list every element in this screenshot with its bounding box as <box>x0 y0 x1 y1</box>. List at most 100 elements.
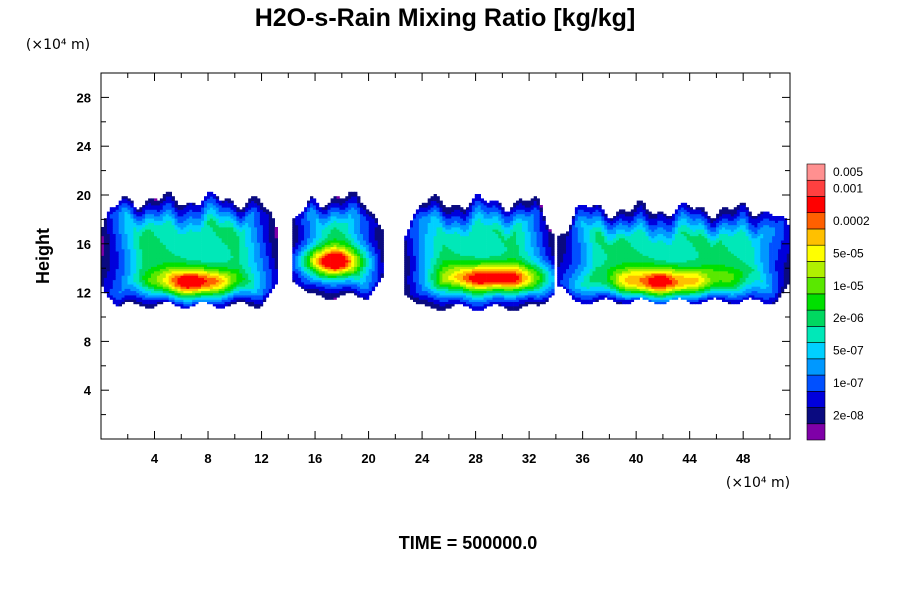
field-cell <box>271 248 275 252</box>
field-cell <box>351 227 355 230</box>
field-cell <box>365 248 370 252</box>
field-cell <box>139 227 143 230</box>
field-cell <box>363 244 367 248</box>
field-cell <box>148 220 152 223</box>
field-cell <box>236 244 240 248</box>
field-cell <box>106 268 111 272</box>
field-cell <box>212 237 217 241</box>
field-cell <box>442 295 446 298</box>
field-cell <box>330 227 334 230</box>
field-cell <box>421 229 426 232</box>
field-cell <box>442 235 446 239</box>
field-cell <box>257 213 261 217</box>
field-cell <box>351 284 355 287</box>
field-cell <box>348 205 352 208</box>
field-cell <box>248 198 252 201</box>
field-cell <box>130 297 134 300</box>
field-cell <box>201 286 205 289</box>
field-cell <box>115 266 119 270</box>
field-cell <box>312 205 317 208</box>
field-cell <box>436 295 440 298</box>
field-cell <box>198 240 202 243</box>
field-cell <box>427 275 431 278</box>
field-cell <box>133 288 137 292</box>
field-cell <box>327 229 331 232</box>
field-cell <box>151 248 155 252</box>
field-cell <box>380 244 384 248</box>
field-cell <box>292 240 296 243</box>
field-cell <box>354 246 358 250</box>
field-cell <box>156 207 161 210</box>
field-cell <box>154 218 158 221</box>
field-cell <box>330 220 334 223</box>
field-cell <box>118 288 122 292</box>
field-cell <box>168 270 172 274</box>
field-cell <box>330 240 334 243</box>
field-cell <box>101 240 105 243</box>
field-cell <box>304 257 308 261</box>
field-cell <box>171 205 175 208</box>
field-cell <box>151 209 155 212</box>
field-cell <box>345 275 349 278</box>
field-cell <box>410 288 414 292</box>
field-cell <box>363 288 367 292</box>
field-cell <box>274 262 278 265</box>
field-cell <box>304 233 308 237</box>
field-cell <box>271 268 275 272</box>
field-cell <box>442 286 446 289</box>
field-cell <box>183 297 187 300</box>
field-cell <box>109 264 114 267</box>
field-cell <box>445 227 449 230</box>
field-cell <box>424 275 429 278</box>
field-cell <box>421 257 426 261</box>
field-cell <box>109 273 114 276</box>
field-cell <box>207 290 211 294</box>
field-cell <box>439 231 443 234</box>
field-cell <box>127 202 131 206</box>
field-cell <box>298 253 302 256</box>
field-cell <box>348 200 352 204</box>
field-cell <box>268 273 273 276</box>
field-cell <box>198 281 202 285</box>
field-cell <box>171 222 175 226</box>
field-cell <box>145 242 149 245</box>
field-cell <box>112 235 117 239</box>
field-cell <box>466 246 470 250</box>
field-cell <box>159 211 164 215</box>
field-cell <box>468 268 473 272</box>
field-cell <box>259 259 264 263</box>
field-cell <box>342 275 346 278</box>
field-cell <box>357 233 361 237</box>
field-cell <box>448 301 452 305</box>
field-cell <box>324 268 328 272</box>
field-cell <box>207 244 211 248</box>
field-cell <box>342 290 346 294</box>
field-cell <box>345 220 349 223</box>
field-cell <box>139 270 143 274</box>
field-cell <box>236 266 240 270</box>
field-cell <box>142 259 146 263</box>
field-cell <box>192 231 196 234</box>
field-cell <box>233 246 237 250</box>
field-cell <box>407 253 411 256</box>
field-cell <box>363 222 367 226</box>
field-cell <box>460 270 464 274</box>
field-cell <box>259 235 264 239</box>
field-cell <box>133 290 137 294</box>
field-cell <box>324 264 328 267</box>
field-cell <box>418 295 423 298</box>
field-cell <box>201 205 205 208</box>
field-cell <box>209 284 214 287</box>
field-cell <box>168 194 172 197</box>
field-cell <box>427 227 431 230</box>
field-cell <box>257 240 261 243</box>
field-cell <box>348 284 352 287</box>
field-cell <box>360 211 364 215</box>
field-cell <box>457 237 461 241</box>
field-cell <box>407 257 411 261</box>
field-cell <box>351 235 355 239</box>
field-cell <box>430 273 434 276</box>
field-cell <box>377 257 381 261</box>
field-cell <box>424 292 429 296</box>
field-cell <box>145 229 149 232</box>
